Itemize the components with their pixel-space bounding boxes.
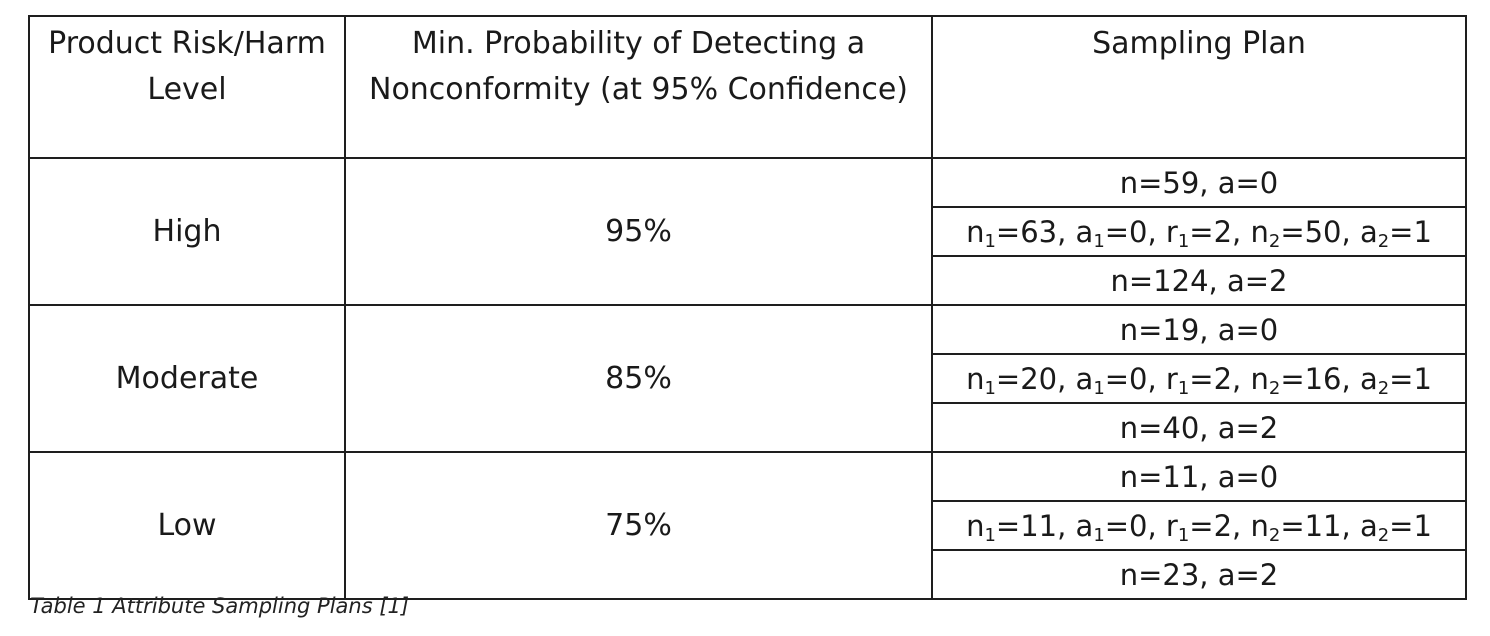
plan-text: n=40, a=2	[1119, 410, 1279, 445]
subscript-index: 2	[1268, 524, 1281, 546]
sampling-plan-cell: n1=63, a1=0, r1=2, n2=50, a2=1	[931, 206, 1467, 257]
subscript-index: 1	[1177, 230, 1190, 252]
plan-text: =0, r	[1104, 508, 1178, 543]
subscript-index: 1	[984, 377, 996, 399]
subscript-index: 1	[1093, 230, 1105, 252]
plan-text: n	[966, 508, 985, 543]
probability-cell: 95%	[344, 157, 933, 306]
plan-text: n	[966, 214, 985, 249]
subscript-index: 2	[1377, 377, 1390, 399]
subscript-index: 2	[1377, 230, 1390, 252]
subscript-index: 1	[984, 524, 996, 546]
plan-text: n=19, a=0	[1119, 312, 1279, 347]
subscript-index: 2	[1268, 377, 1281, 399]
sampling-plan-cell: n1=11, a1=0, r1=2, n2=11, a2=1	[931, 500, 1467, 551]
sampling-plan-cell: n=124, a=2	[931, 255, 1467, 306]
sampling-plan-cell: n=23, a=2	[931, 549, 1467, 600]
table-caption: Table 1 Attribute Sampling Plans [1]	[30, 594, 410, 618]
sampling-plan-cell: n=19, a=0	[931, 304, 1467, 355]
table-row: n=40, a=2	[29, 402, 1467, 453]
sampling-plan-cell: n=40, a=2	[931, 402, 1467, 453]
plan-text: =2, n	[1189, 508, 1269, 543]
plan-text: =1	[1389, 214, 1432, 249]
header-risk-level: Product Risk/Harm Level	[28, 15, 346, 159]
sampling-plan-cell: n=59, a=0	[931, 157, 1467, 208]
plan-text: =11, a	[995, 508, 1094, 543]
sampling-plan-cell: n=11, a=0	[931, 451, 1467, 502]
plan-text: n	[966, 361, 985, 396]
table-row: n1=20, a1=0, r1=2, n2=16, a2=1	[29, 353, 1467, 404]
plan-text: =1	[1389, 361, 1432, 396]
subscript-index: 1	[1177, 377, 1190, 399]
plan-text: n=59, a=0	[1119, 165, 1279, 200]
table-row: n=23, a=2	[29, 549, 1467, 600]
plan-text: =2, n	[1189, 361, 1269, 396]
plan-text: =0, r	[1104, 361, 1178, 396]
header-min-probability: Min. Probability of Detecting a Nonconfo…	[344, 15, 933, 159]
sampling-plan-cell: n1=20, a1=0, r1=2, n2=16, a2=1	[931, 353, 1467, 404]
table-row: n1=11, a1=0, r1=2, n2=11, a2=1	[29, 500, 1467, 551]
risk-level-cell: High	[28, 157, 346, 306]
table-header-row: Product Risk/Harm Level Min. Probability…	[28, 15, 1467, 159]
plan-text: n=11, a=0	[1119, 459, 1279, 494]
plan-text: n=124, a=2	[1110, 263, 1288, 298]
table-row: Low 75% n=11, a=0	[28, 451, 1467, 600]
plan-text: n=23, a=2	[1119, 557, 1279, 592]
plan-text: =1	[1389, 508, 1432, 543]
sampling-plans-table: Product Risk/Harm Level Min. Probability…	[28, 15, 1467, 600]
probability-cell: 75%	[344, 451, 933, 600]
subscript-index: 1	[984, 230, 996, 252]
subscript-index: 1	[1177, 524, 1190, 546]
plan-text: =63, a	[995, 214, 1094, 249]
risk-level-cell: Low	[28, 451, 346, 600]
header-sampling-plan: Sampling Plan	[931, 15, 1467, 159]
plan-text: =20, a	[995, 361, 1094, 396]
table-row: High 95% n=59, a=0	[28, 157, 1467, 306]
subscript-index: 2	[1377, 524, 1390, 546]
table-row: n1=63, a1=0, r1=2, n2=50, a2=1	[29, 206, 1467, 257]
risk-level-cell: Moderate	[28, 304, 346, 453]
subscript-index: 1	[1093, 377, 1105, 399]
plan-text: =0, r	[1104, 214, 1178, 249]
subscript-index: 1	[1093, 524, 1105, 546]
table-row: n=124, a=2	[29, 255, 1467, 306]
table-row: Moderate 85% n=19, a=0	[28, 304, 1467, 453]
plan-text: =16, a	[1280, 361, 1378, 396]
probability-cell: 85%	[344, 304, 933, 453]
plan-text: =50, a	[1280, 214, 1378, 249]
subscript-index: 2	[1268, 230, 1281, 252]
plan-text: =11, a	[1280, 508, 1378, 543]
plan-text: =2, n	[1189, 214, 1269, 249]
